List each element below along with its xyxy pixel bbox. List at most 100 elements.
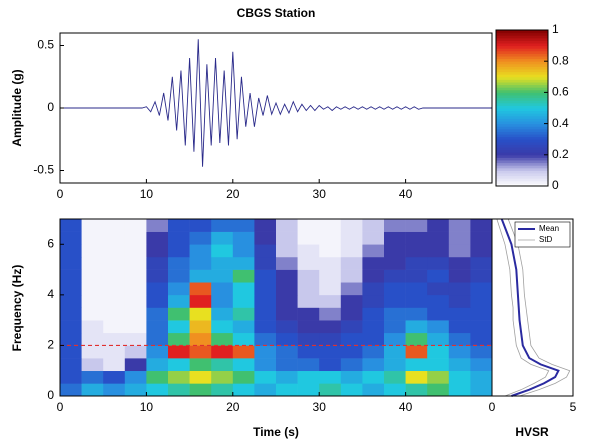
colorbar-band: [496, 113, 548, 117]
heat-cell: [427, 282, 450, 296]
heat-cell: [168, 370, 190, 384]
colorbar-band: [496, 157, 548, 161]
heat-cell: [146, 370, 169, 384]
heat-cell: [60, 244, 82, 258]
x-tick-label: 0: [57, 187, 64, 201]
heat-cell: [448, 219, 471, 232]
heat-cell: [297, 383, 320, 397]
heat-cell: [297, 307, 320, 321]
heat-cell: [319, 256, 342, 270]
heat-cell: [124, 256, 147, 270]
heat-cell: [276, 345, 298, 359]
heat-cell: [405, 332, 428, 346]
chart-title: CBGS Station: [237, 6, 316, 20]
heat-cell: [189, 294, 212, 308]
heat-cell: [319, 219, 342, 232]
heat-cell: [60, 231, 82, 245]
heat-cell: [254, 320, 277, 334]
heat-cell: [60, 332, 82, 346]
heat-cell: [81, 269, 104, 283]
colorbar-band: [496, 37, 548, 41]
heat-cell: [427, 244, 450, 258]
heat-cell: [362, 269, 385, 283]
heat-cell: [384, 383, 406, 397]
colorbar-band: [496, 89, 548, 93]
heat-cell: [427, 320, 450, 334]
heat-cell: [189, 332, 212, 346]
heat-cell: [254, 282, 277, 296]
heat-cell: [81, 307, 104, 321]
heat-cell: [168, 244, 190, 258]
heat-cell: [168, 358, 190, 372]
colorbar-band: [496, 149, 548, 153]
x-tick-label: 10: [140, 400, 154, 414]
heat-cell: [362, 370, 385, 384]
colorbar-band: [496, 105, 548, 109]
heat-cell: [211, 282, 234, 296]
heat-cell: [103, 219, 126, 232]
heat-cell: [81, 244, 104, 258]
heat-cell: [470, 358, 493, 372]
heat-cell: [103, 231, 126, 245]
heat-cell: [384, 345, 406, 359]
x-tick-label: 30: [313, 400, 327, 414]
heat-cell: [405, 383, 428, 397]
colorbar-band: [496, 180, 548, 184]
hvsr-line: [507, 218, 571, 397]
heat-cell: [146, 345, 169, 359]
heat-cell: [384, 307, 406, 321]
heat-cell: [405, 370, 428, 384]
heat-cell: [340, 269, 363, 283]
heat-cell: [211, 345, 234, 359]
heat-cell: [276, 219, 298, 232]
heat-cell: [254, 383, 277, 397]
heat-cell: [103, 320, 126, 334]
heat-cell: [211, 332, 234, 346]
heat-cell: [124, 370, 147, 384]
heat-cell: [427, 383, 450, 397]
heat-cell: [362, 345, 385, 359]
heat-cell: [448, 244, 471, 258]
x-tick-label: 40: [399, 400, 413, 414]
y-tick-label: 1: [552, 22, 559, 36]
x-axis-label: HVSR: [515, 425, 549, 439]
heat-cell: [470, 307, 493, 321]
heat-cell: [362, 383, 385, 397]
heat-cell: [254, 269, 277, 283]
colorbar-band: [496, 144, 548, 148]
heat-cell: [297, 231, 320, 245]
y-tick-label: 2: [47, 338, 54, 352]
colorbar-band: [496, 50, 548, 54]
x-tick-label: 10: [140, 187, 154, 201]
heat-cell: [276, 244, 298, 258]
heat-cell: [405, 282, 428, 296]
heat-cell: [60, 307, 82, 321]
x-tick-label: 20: [226, 187, 240, 201]
heat-cell: [124, 383, 147, 397]
heat-cell: [81, 345, 104, 359]
heat-cell: [168, 320, 190, 334]
heat-cell: [405, 358, 428, 372]
heat-cell: [340, 244, 363, 258]
y-tick-label: 0: [47, 388, 54, 402]
heat-cell: [168, 332, 190, 346]
heat-cell: [470, 269, 493, 283]
colorbar-band: [496, 126, 548, 130]
heat-cell: [232, 244, 255, 258]
heat-cell: [405, 219, 428, 232]
colorbar-band: [496, 71, 548, 75]
heat-cell: [405, 231, 428, 245]
heat-cell: [81, 370, 104, 384]
colorbar-band: [496, 56, 548, 60]
heat-cell: [384, 256, 406, 270]
heat-cell: [103, 294, 126, 308]
heat-cell: [189, 345, 212, 359]
heat-cell: [168, 256, 190, 270]
heat-cell: [60, 256, 82, 270]
heat-cell: [470, 370, 493, 384]
heat-cell: [276, 383, 298, 397]
heat-cell: [103, 383, 126, 397]
heat-cell: [232, 320, 255, 334]
heat-cell: [427, 332, 450, 346]
